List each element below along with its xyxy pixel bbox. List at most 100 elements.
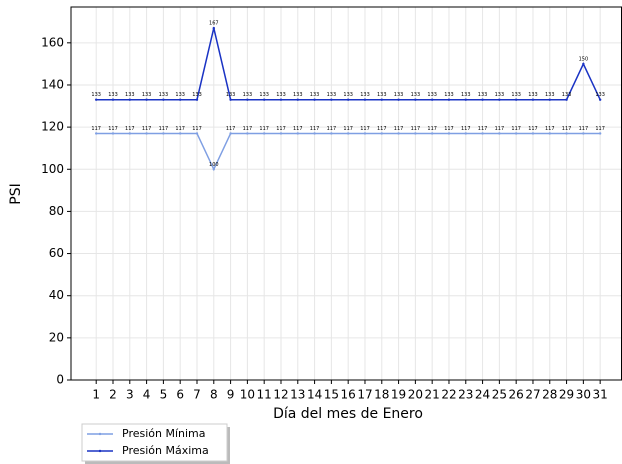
value-label: 133 [310,92,320,98]
point [464,132,467,135]
point [430,132,434,135]
value-label: 117 [495,126,505,132]
value-label: 133 [360,92,370,98]
value-label: 117 [478,126,488,132]
y-tick-label: 80 [49,204,64,218]
value-label: 117 [528,126,538,132]
value-label: 133 [259,92,269,98]
x-tick-label: 8 [210,388,218,402]
value-label: 133 [343,92,353,98]
point [380,132,383,135]
point [598,98,602,101]
x-tick-label: 10 [240,388,255,402]
point [212,168,215,171]
x-tick-label: 7 [193,388,201,402]
point [128,132,131,135]
x-tick-label: 30 [576,388,591,402]
y-axis-label: PSI [8,183,24,204]
legend-label: Presión Máxima [122,444,209,457]
legend: Presión Mínima Presión Máxima [81,423,230,464]
y-tick-label: 120 [41,120,64,134]
value-label: 133 [192,92,202,98]
point [514,132,518,135]
value-label: 133 [528,92,538,98]
point [246,98,249,101]
value-label: 117 [192,126,202,132]
value-label: 117 [444,126,454,132]
point [430,98,434,101]
x-tick-label: 19 [391,388,406,402]
point [330,132,333,135]
point [582,132,585,135]
value-label: 133 [159,92,169,98]
point [582,62,585,66]
x-tick-label: 6 [176,388,184,402]
value-label: 117 [243,126,253,132]
value-label: 117 [595,126,605,132]
point [313,132,316,135]
point [346,132,350,135]
x-tick-label: 17 [357,388,372,402]
x-tick-label: 2 [109,388,117,402]
value-label: 133 [595,92,605,98]
y-tick-label: 20 [49,330,64,344]
point [414,132,417,135]
x-axis-label: Día del mes de Enero [273,406,423,422]
value-label: 133 [226,92,236,98]
value-label: 133 [562,92,572,98]
point [531,132,535,135]
value-label: 133 [142,92,152,98]
value-label: 117 [259,126,269,132]
point [296,98,299,101]
point [162,132,165,135]
x-tick-label: 18 [374,388,389,402]
x-tick-label: 23 [458,388,473,402]
value-label: 133 [108,92,118,98]
value-label: 117 [293,126,303,132]
plot-frame [70,6,622,381]
point [279,98,283,101]
point [246,132,249,135]
point [195,132,199,135]
value-label: 117 [125,126,135,132]
point [481,132,484,135]
value-label: 133 [478,92,488,98]
value-label: 133 [243,92,253,98]
value-label: 167 [209,21,219,27]
value-label: 117 [545,126,555,132]
value-label: 133 [276,92,286,98]
x-tick-label: 3 [126,388,134,402]
value-label: 117 [427,126,437,132]
y-tick-label: 40 [49,288,64,302]
y-tick-label: 140 [41,77,64,91]
x-tick-label: 11 [257,388,272,402]
point [447,98,451,101]
point [531,98,535,101]
point [262,132,266,135]
x-tick-label: 24 [475,388,490,402]
value-label: 117 [343,126,353,132]
value-label: 117 [562,126,572,132]
value-label: 133 [444,92,454,98]
x-tick-label: 5 [160,388,168,402]
value-label: 133 [545,92,555,98]
value-label: 117 [159,126,169,132]
point [346,98,350,101]
value-label: 117 [360,126,370,132]
point [481,98,484,101]
point [464,98,467,101]
x-tick-label: 26 [509,388,524,402]
x-tick-label: 25 [492,388,507,402]
x-tick-label: 4 [143,388,151,402]
x-tick-label: 14 [307,388,322,402]
point [111,132,115,135]
value-label: 117 [411,126,421,132]
point [162,98,165,101]
x-tick-label: 21 [425,388,440,402]
point [598,132,602,135]
x-tick-label: 12 [273,388,288,402]
x-tick-label: 20 [408,388,423,402]
point [498,132,501,135]
